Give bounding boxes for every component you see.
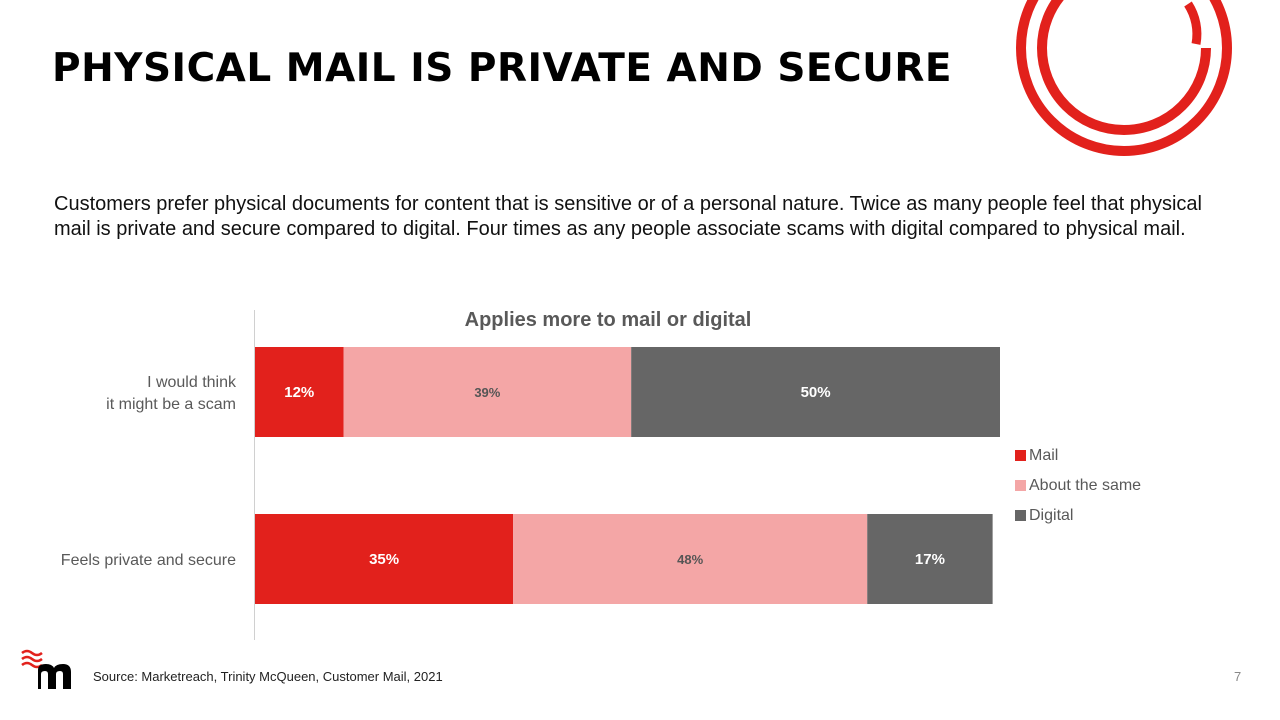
data-label: 50%: [801, 384, 831, 401]
data-label: 39%: [474, 385, 500, 400]
data-label: 17%: [915, 551, 945, 568]
legend-label: About the same: [1029, 477, 1141, 494]
bar-mail-0: [255, 347, 344, 437]
data-label: 12%: [284, 384, 314, 401]
slide-title: PHYSICAL MAIL IS PRIVATE AND SECURE: [52, 46, 953, 91]
source-note: Source: Marketreach, Trinity McQueen, Cu…: [93, 669, 443, 684]
legend-swatch: [1015, 510, 1026, 521]
bar-about-the-same-1: [513, 514, 868, 604]
legend-label: Mail: [1029, 447, 1058, 464]
data-label: 48%: [677, 552, 703, 567]
category-label: Feels private and secure: [61, 552, 236, 569]
concentric-rings-icon: [1016, 0, 1232, 156]
chart-title: Applies more to mail or digital: [465, 309, 752, 331]
legend-label: Digital: [1029, 507, 1073, 524]
slide-body-text: Customers prefer physical documents for …: [54, 193, 1202, 240]
legend-swatch: [1015, 450, 1026, 461]
bar-mail-1: [255, 514, 514, 604]
legend-swatch: [1015, 480, 1026, 491]
bar-about-the-same-0: [343, 347, 632, 437]
category-label: it might be a scam: [106, 396, 236, 413]
bar-digital-1: [867, 514, 993, 604]
page-number: 7: [1234, 669, 1242, 684]
data-label: 35%: [369, 551, 399, 568]
bar-digital-0: [631, 347, 1000, 437]
category-label: I would think: [147, 374, 237, 391]
marketreach-m-logo-icon: [21, 649, 71, 689]
stacked-bar-chart: Applies more to mail or digital 12% 39% 50…: [61, 309, 1141, 640]
